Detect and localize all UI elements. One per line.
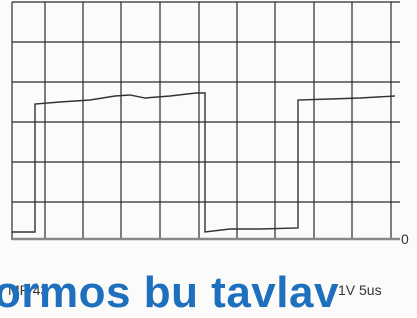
overlay-text: ormos bu tavlav: [0, 268, 339, 318]
graticule: [12, 2, 400, 240]
scope-screen: [0, 0, 417, 307]
scale-label: 1V 5us: [338, 282, 382, 298]
page: 0 MP 43 1V 5us ormos bu tavlav (() => { …: [0, 0, 417, 307]
ground-marker: 0: [401, 231, 409, 247]
